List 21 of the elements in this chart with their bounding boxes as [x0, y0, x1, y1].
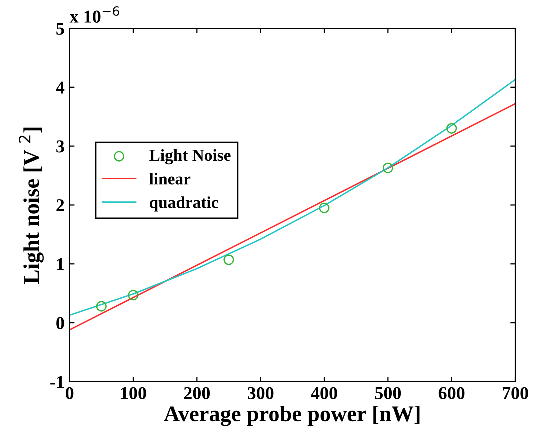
text: x 10$^{−6}$	[70, 6, 120, 23]
y-tick-label: 1	[57, 258, 64, 270]
x-tick-label: 700	[503, 387, 528, 400]
x-axis-title: Average probe power [nW]	[164, 406, 420, 426]
legend-label: quadratic	[150, 196, 218, 212]
y-tick-label: 0	[56, 317, 64, 330]
x-tick-label: 0	[66, 387, 74, 400]
y-axis-title: Light noise [V $^{2}$]	[19, 128, 44, 284]
y-tick-label: 5	[56, 22, 64, 35]
x-tick-label: 100	[121, 387, 146, 400]
x-tick-label: 400	[311, 387, 338, 400]
legend-label: Light Noise	[150, 149, 231, 165]
x-tick-label: 600	[438, 387, 465, 400]
y-tick-label: 2	[56, 200, 64, 212]
legend-label: linear	[150, 173, 191, 185]
y-tick-label: 4	[56, 82, 65, 94]
x-tick-label: 300	[248, 387, 274, 400]
y-tick-label: -1	[50, 376, 64, 388]
x-tick-label: 500	[375, 387, 402, 400]
y-tick-label: 3	[56, 140, 64, 153]
x-tick-label: 200	[184, 387, 210, 400]
